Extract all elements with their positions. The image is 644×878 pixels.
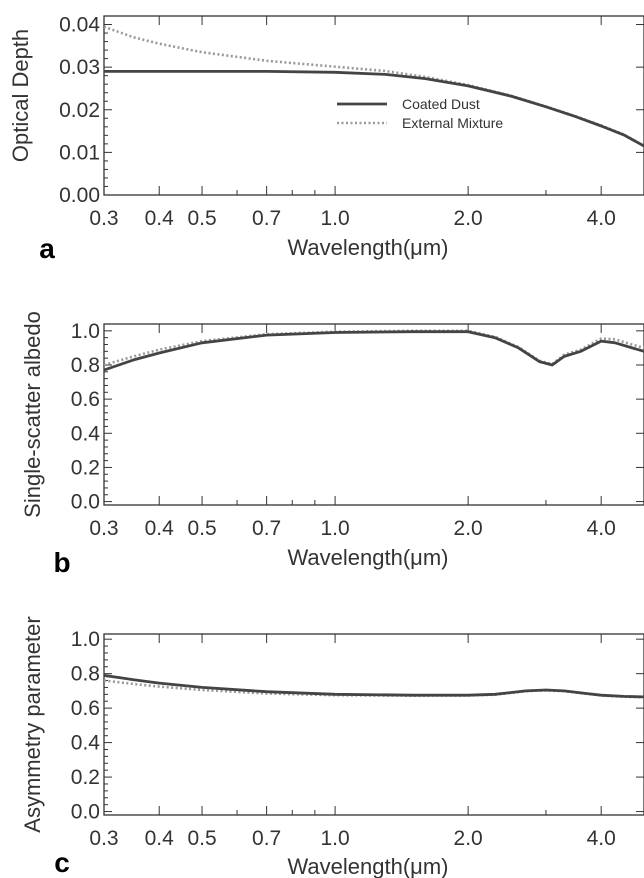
x-tick-label: 0.3 (89, 827, 118, 850)
x-tick-label: 2.0 (454, 207, 483, 230)
panel-c: 0.0 0.2 0.4 0.6 0.8 1.0 0.3 0.4 0.5 0.7 1.0 2.0 4.0 W… (20, 616, 644, 878)
y-tick-label: 0.03 (59, 56, 100, 79)
x-tick-label: 0.7 (252, 827, 281, 850)
x-tick-label: 1.0 (320, 517, 349, 540)
y-axis-label: Optical Depth (8, 29, 33, 162)
x-tick-label: 0.3 (89, 207, 118, 230)
x-tick-label: 4.0 (587, 517, 616, 540)
x-tick-label: 1.0 (320, 207, 349, 230)
panel-letter: b (53, 547, 70, 578)
y-tick-label: 0.02 (59, 99, 100, 122)
plot-frame (103, 633, 644, 816)
series-line-coated-dust (104, 674, 644, 699)
legend-label: Coated Dust (402, 96, 480, 112)
x-axis-label: Wavelength(μm) (287, 545, 448, 570)
y-tick-label: 1.0 (71, 320, 100, 343)
x-tick-label: 0.5 (187, 207, 216, 230)
y-tick-label: 0.8 (71, 354, 100, 377)
x-tick-label: 1.0 (320, 827, 349, 850)
series-line-coated-dust (104, 70, 644, 148)
series-line-coated-dust (104, 330, 644, 372)
x-tick-label: 0.3 (89, 517, 118, 540)
y-tick-label: 0.0 (71, 491, 100, 514)
plot-frame (103, 15, 644, 196)
y-tick-label: 0.6 (71, 697, 100, 720)
x-tick-label: 0.4 (145, 827, 175, 850)
x-tick-label: 0.7 (252, 207, 281, 230)
x-axis-label: Wavelength(μm) (287, 854, 448, 878)
y-tick-label: 0.01 (59, 141, 100, 164)
y-tick-label: 1.0 (71, 628, 100, 651)
y-tick-label: 0.2 (71, 456, 100, 479)
series-line-external-mixture (104, 25, 644, 148)
x-tick-label: 2.0 (454, 517, 483, 540)
y-tick-label: 0.0 (71, 801, 100, 824)
panel-b: 0.0 0.2 0.4 0.6 0.8 1.0 0.3 0.4 0.5 0.7 1.0 2.0 4.0 W… (20, 311, 644, 578)
legend: Coated Dust External Mixture (337, 96, 503, 131)
y-tick-label: 0.2 (71, 766, 100, 789)
x-tick-label: 0.4 (145, 207, 175, 230)
y-tick-label: 0.4 (71, 422, 101, 445)
x-axis-label: Wavelength(μm) (287, 235, 448, 260)
y-tick-label: 0.00 (59, 184, 100, 207)
y-tick-label: 0.4 (71, 732, 101, 755)
x-tick-label: 4.0 (587, 207, 616, 230)
y-axis-label: Asymmetry parameter (20, 616, 45, 832)
panel-letter: c (54, 847, 70, 878)
panel-a: 0.00 0.01 0.02 0.03 0.04 0.3 0.4 0.5 0.7 1.0 2.0 4.… (8, 14, 644, 264)
x-tick-label: 0.5 (187, 517, 216, 540)
plot-frame (103, 323, 644, 506)
y-tick-label: 0.6 (71, 388, 100, 411)
x-tick-label: 0.7 (252, 517, 281, 540)
y-tick-label: 0.8 (71, 663, 100, 686)
y-axis-label: Single-scatter albedo (20, 311, 45, 518)
x-tick-label: 0.5 (187, 827, 216, 850)
x-tick-label: 2.0 (454, 827, 483, 850)
panel-letter: a (39, 233, 55, 264)
x-tick-label: 4.0 (587, 827, 616, 850)
legend-label: External Mixture (402, 115, 503, 131)
x-tick-label: 0.4 (145, 517, 175, 540)
y-tick-label: 0.04 (59, 14, 100, 37)
